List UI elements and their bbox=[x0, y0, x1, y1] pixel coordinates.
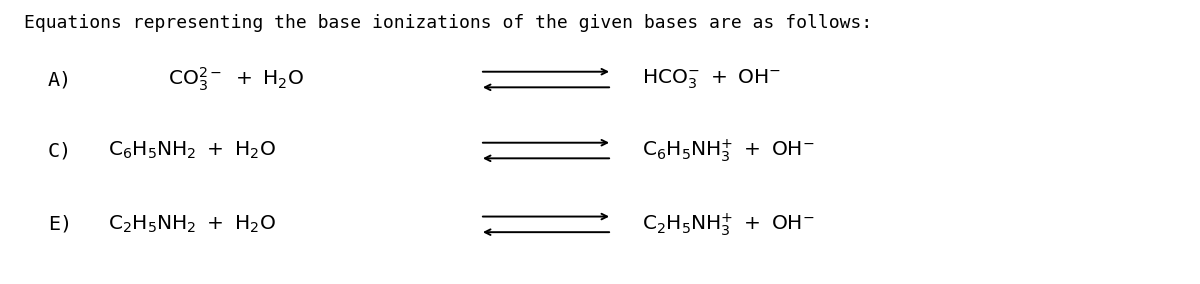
Text: $\mathrm{C_2H_5NH_2\ +\ H_2O}$: $\mathrm{C_2H_5NH_2\ +\ H_2O}$ bbox=[108, 214, 276, 235]
Text: E): E) bbox=[48, 215, 72, 234]
Text: $\mathrm{CO_3^{2-}\ +\ H_2O}$: $\mathrm{CO_3^{2-}\ +\ H_2O}$ bbox=[168, 66, 305, 93]
Text: $\mathrm{C_6H_5NH_2\ +\ H_2O}$: $\mathrm{C_6H_5NH_2\ +\ H_2O}$ bbox=[108, 140, 276, 161]
Text: Equations representing the base ionizations of the given bases are as follows:: Equations representing the base ionizati… bbox=[24, 14, 872, 32]
Text: A): A) bbox=[48, 70, 72, 89]
Text: $\mathrm{C_2H_5NH_3^{+}\ +\ OH^{-}}$: $\mathrm{C_2H_5NH_3^{+}\ +\ OH^{-}}$ bbox=[642, 211, 815, 238]
Text: $\mathrm{C_6H_5NH_3^{+}\ +\ OH^{-}}$: $\mathrm{C_6H_5NH_3^{+}\ +\ OH^{-}}$ bbox=[642, 137, 815, 164]
Text: C): C) bbox=[48, 141, 72, 160]
Text: $\mathrm{HCO_3^{-}\ +\ OH^{-}}$: $\mathrm{HCO_3^{-}\ +\ OH^{-}}$ bbox=[642, 68, 781, 91]
